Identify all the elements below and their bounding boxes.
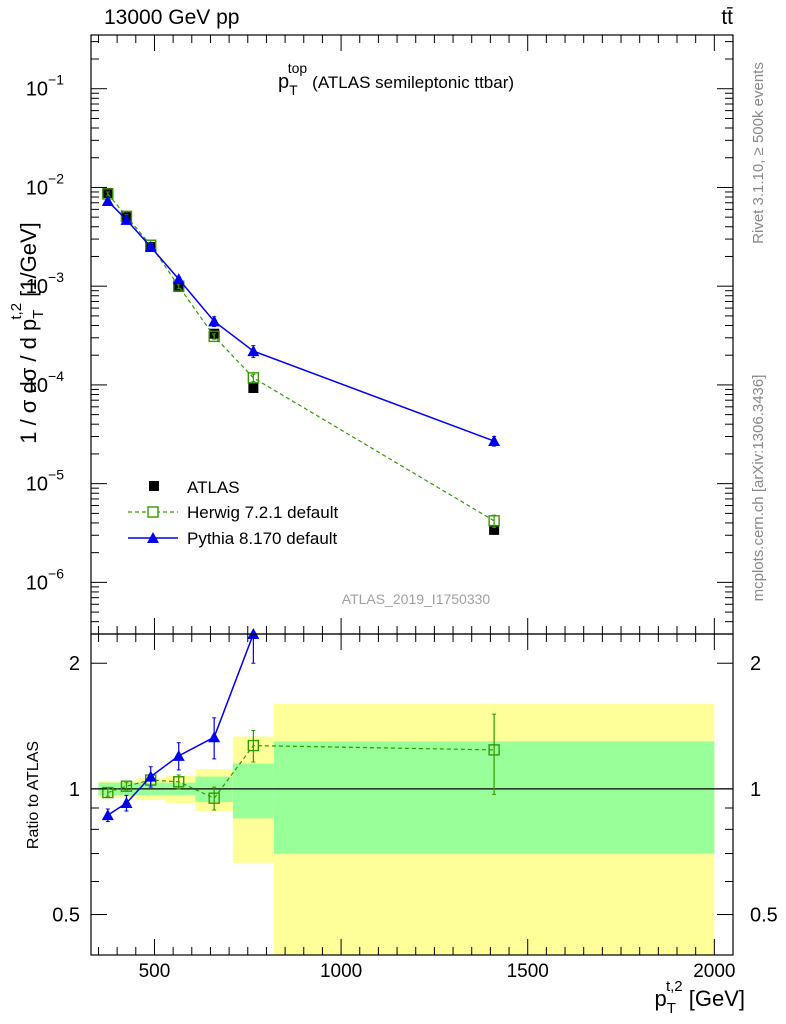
ratio-y-tick-label: 2 — [69, 653, 80, 675]
main-y-tick-label: 10−1 — [26, 72, 64, 101]
mcplots-label: mcplots.cern.ch [arXiv:1306.3436] — [750, 375, 767, 602]
x-tick-label: 2000 — [693, 961, 735, 982]
main-panel-series — [101, 187, 501, 535]
ratio-y-tick-label: 0.5 — [52, 905, 80, 927]
legend-herwig-marker — [147, 506, 159, 518]
series-herwig — [102, 713, 500, 811]
ylabel-sup: t,2 — [8, 303, 25, 320]
ratio-panel-frame — [90, 633, 734, 956]
pythia-point-4 — [208, 315, 221, 327]
main-y-axis-label: 1 / σ dσ / d pTt,2 [1/GeV] — [8, 222, 47, 444]
title-sup: top — [288, 60, 308, 76]
ratio-y-tick-label-right: 1 — [750, 779, 761, 801]
process-label: tt̄ — [721, 6, 733, 29]
band-inner-5 — [232, 763, 274, 819]
herwig-line — [107, 193, 495, 522]
x-tick-label: 500 — [139, 961, 171, 982]
legend-herwig-label: Herwig 7.2.1 default — [187, 503, 338, 522]
main-plot-title: pTtop(ATLAS semileptonic ttbar) — [278, 60, 514, 98]
xlabel-suffix: [GeV] — [683, 986, 745, 1011]
pythia-point-3 — [172, 749, 185, 761]
xlabel-main: p — [655, 986, 667, 1011]
energy-label: 13000 GeV pp — [104, 6, 239, 29]
main-y-tick-exp: −5 — [48, 467, 64, 483]
main-y-tick-label: 10−6 — [26, 565, 64, 594]
rivet-label: Rivet 3.1.10, ≥ 500k events — [750, 62, 767, 244]
pythia-point-0 — [101, 809, 114, 821]
ratio-panel-series — [101, 628, 500, 823]
legend-pythia-label: Pythia 8.170 default — [187, 529, 338, 548]
uncertainty-bands — [98, 703, 715, 955]
herwig-point-6 — [488, 744, 500, 756]
title-main: p — [278, 71, 289, 93]
legend-pythia-marker — [147, 532, 159, 543]
ylabel-sub: T — [30, 310, 47, 319]
herwig-point-3 — [173, 776, 185, 788]
ylabel-suffix: [1/GeV] — [16, 222, 41, 303]
legend: ATLAS Herwig 7.2.1 default Pythia 8.170 … — [128, 478, 338, 548]
main-y-tick-label: 10−5 — [26, 467, 64, 496]
pythia-point-1 — [120, 797, 133, 809]
herwig-point-0 — [102, 786, 114, 799]
pythia-point-2 — [144, 770, 157, 782]
pythia-point-0 — [101, 194, 114, 206]
pythia-line — [107, 200, 495, 442]
series-herwig — [102, 188, 500, 528]
pythia-point-1 — [120, 213, 133, 225]
main-y-tick-exp: −4 — [48, 368, 64, 384]
herwig-point-4 — [208, 792, 220, 804]
x-tick-label: 1000 — [320, 961, 362, 982]
main-y-tick-exp: −1 — [48, 72, 64, 88]
title-sub: T — [289, 82, 298, 98]
main-y-tick-exp: −2 — [48, 170, 64, 186]
series-pythia — [101, 628, 260, 823]
herwig-point-5 — [247, 739, 260, 752]
ylabel-prefix: 1 / σ dσ / d p — [16, 319, 41, 444]
legend-atlas-label: ATLAS — [187, 478, 240, 497]
pythia-point-2 — [144, 240, 157, 252]
x-tick-label: 1500 — [507, 961, 549, 982]
herwig-point-4 — [208, 330, 220, 343]
xlabel-sub: T — [667, 1000, 676, 1017]
herwig-point-1 — [120, 780, 133, 792]
main-y-tick-exp: −6 — [48, 565, 64, 581]
title-rest: (ATLAS semileptonic ttbar) — [312, 73, 514, 92]
ratio-y-axis-label: Ratio to ATLAS — [25, 741, 42, 849]
pythia-point-3 — [172, 273, 185, 285]
series-pythia — [101, 194, 501, 447]
data-point-6 — [489, 524, 500, 535]
main-y-tick-exp: −3 — [48, 269, 64, 285]
pythia-point-6 — [488, 435, 501, 447]
legend-atlas-marker — [149, 481, 159, 491]
ratio-y-tick-label-right: 2 — [750, 653, 761, 675]
pythia-point-4 — [208, 731, 221, 743]
analysis-watermark: ATLAS_2019_I1750330 — [342, 591, 491, 607]
pythia-point-5 — [247, 345, 260, 357]
ratio-y-tick-label-right: 0.5 — [750, 905, 778, 927]
ratio-y-tick-label: 1 — [69, 779, 80, 801]
xlabel-sup: t,2 — [666, 978, 683, 995]
herwig-point-6 — [488, 515, 500, 527]
data-point-5 — [248, 383, 259, 394]
x-axis-label: pTt,2 [GeV] — [655, 978, 745, 1017]
series-data — [102, 187, 500, 535]
herwig-point-5 — [247, 372, 260, 384]
main-y-tick-label: 10−2 — [26, 170, 64, 199]
